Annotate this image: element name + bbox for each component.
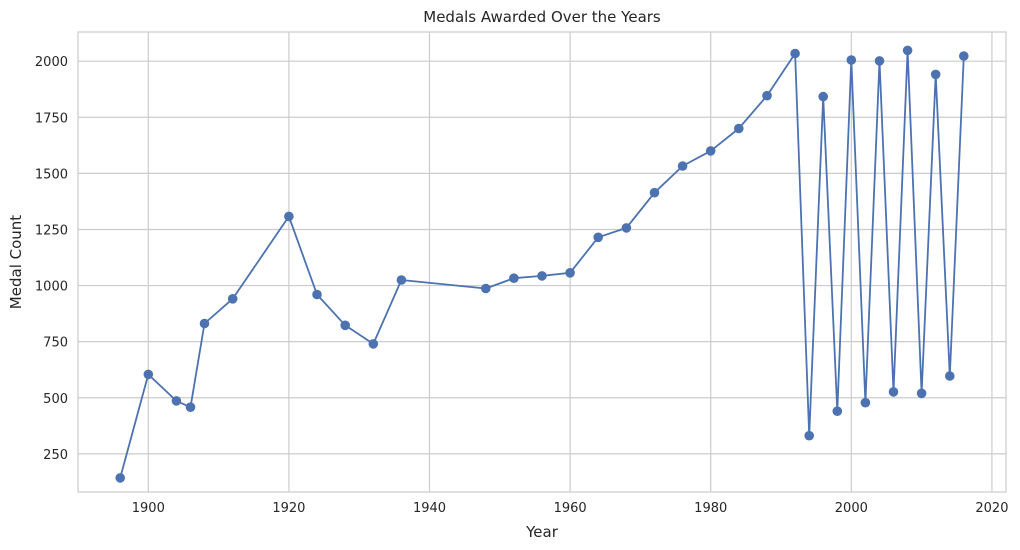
data-point [734, 123, 744, 134]
data-point [832, 406, 843, 417]
y-tick-label: 250 [43, 448, 68, 463]
data-point [916, 388, 927, 399]
chart-title: Medals Awarded Over the Years [423, 8, 661, 26]
y-tick-label: 750 [43, 336, 68, 351]
data-point [621, 223, 632, 233]
data-point [509, 273, 519, 284]
data-point [790, 48, 800, 59]
y-tick-label: 1250 [35, 223, 68, 238]
data-point [143, 369, 154, 380]
x-tick-label: 1920 [272, 501, 305, 516]
data-point [945, 371, 955, 381]
data-point [593, 232, 603, 243]
y-tick-label: 1000 [35, 280, 68, 295]
y-tick-label: 500 [43, 392, 68, 407]
grid-layer [78, 32, 1006, 492]
data-point [888, 387, 899, 397]
data-point [959, 51, 969, 61]
data-point [846, 55, 857, 65]
x-tick-label: 1980 [694, 501, 727, 516]
data-point [537, 271, 547, 281]
data-point [284, 211, 294, 222]
x-tick-label: 2000 [835, 501, 868, 516]
data-point [368, 339, 379, 349]
data-point [312, 289, 322, 300]
plot-frame [77, 31, 1007, 493]
data-point [762, 90, 772, 101]
data-point [818, 91, 828, 102]
data-point [115, 473, 125, 483]
data-point [396, 275, 407, 285]
data-point [340, 320, 351, 331]
data-point [804, 430, 814, 441]
data-point [677, 161, 688, 171]
data-point [227, 294, 238, 304]
data-point [902, 45, 913, 56]
data-point [874, 56, 885, 66]
tick-labels: 1900 1920 1940 1960 1980 2000 2020 250 500 750 100… [35, 55, 1009, 516]
data-point [860, 397, 871, 408]
x-axis-label: Year [525, 523, 559, 541]
series-layer [115, 45, 969, 483]
data-point [199, 318, 210, 329]
x-tick-label: 1960 [554, 501, 587, 516]
x-tick-label: 1900 [132, 501, 165, 516]
data-point [185, 402, 196, 413]
data-point [171, 396, 182, 406]
x-tick-label: 2020 [975, 501, 1008, 516]
data-point [649, 187, 660, 198]
y-tick-label: 2000 [35, 55, 68, 70]
y-tick-label: 1750 [35, 111, 68, 126]
x-tick-label: 1940 [413, 501, 446, 516]
data-point [481, 283, 491, 294]
y-axis-label: Medal Count [7, 215, 25, 309]
data-point [705, 146, 716, 156]
data-point [930, 69, 941, 80]
y-tick-label: 1500 [35, 167, 68, 182]
data-point [565, 268, 575, 278]
